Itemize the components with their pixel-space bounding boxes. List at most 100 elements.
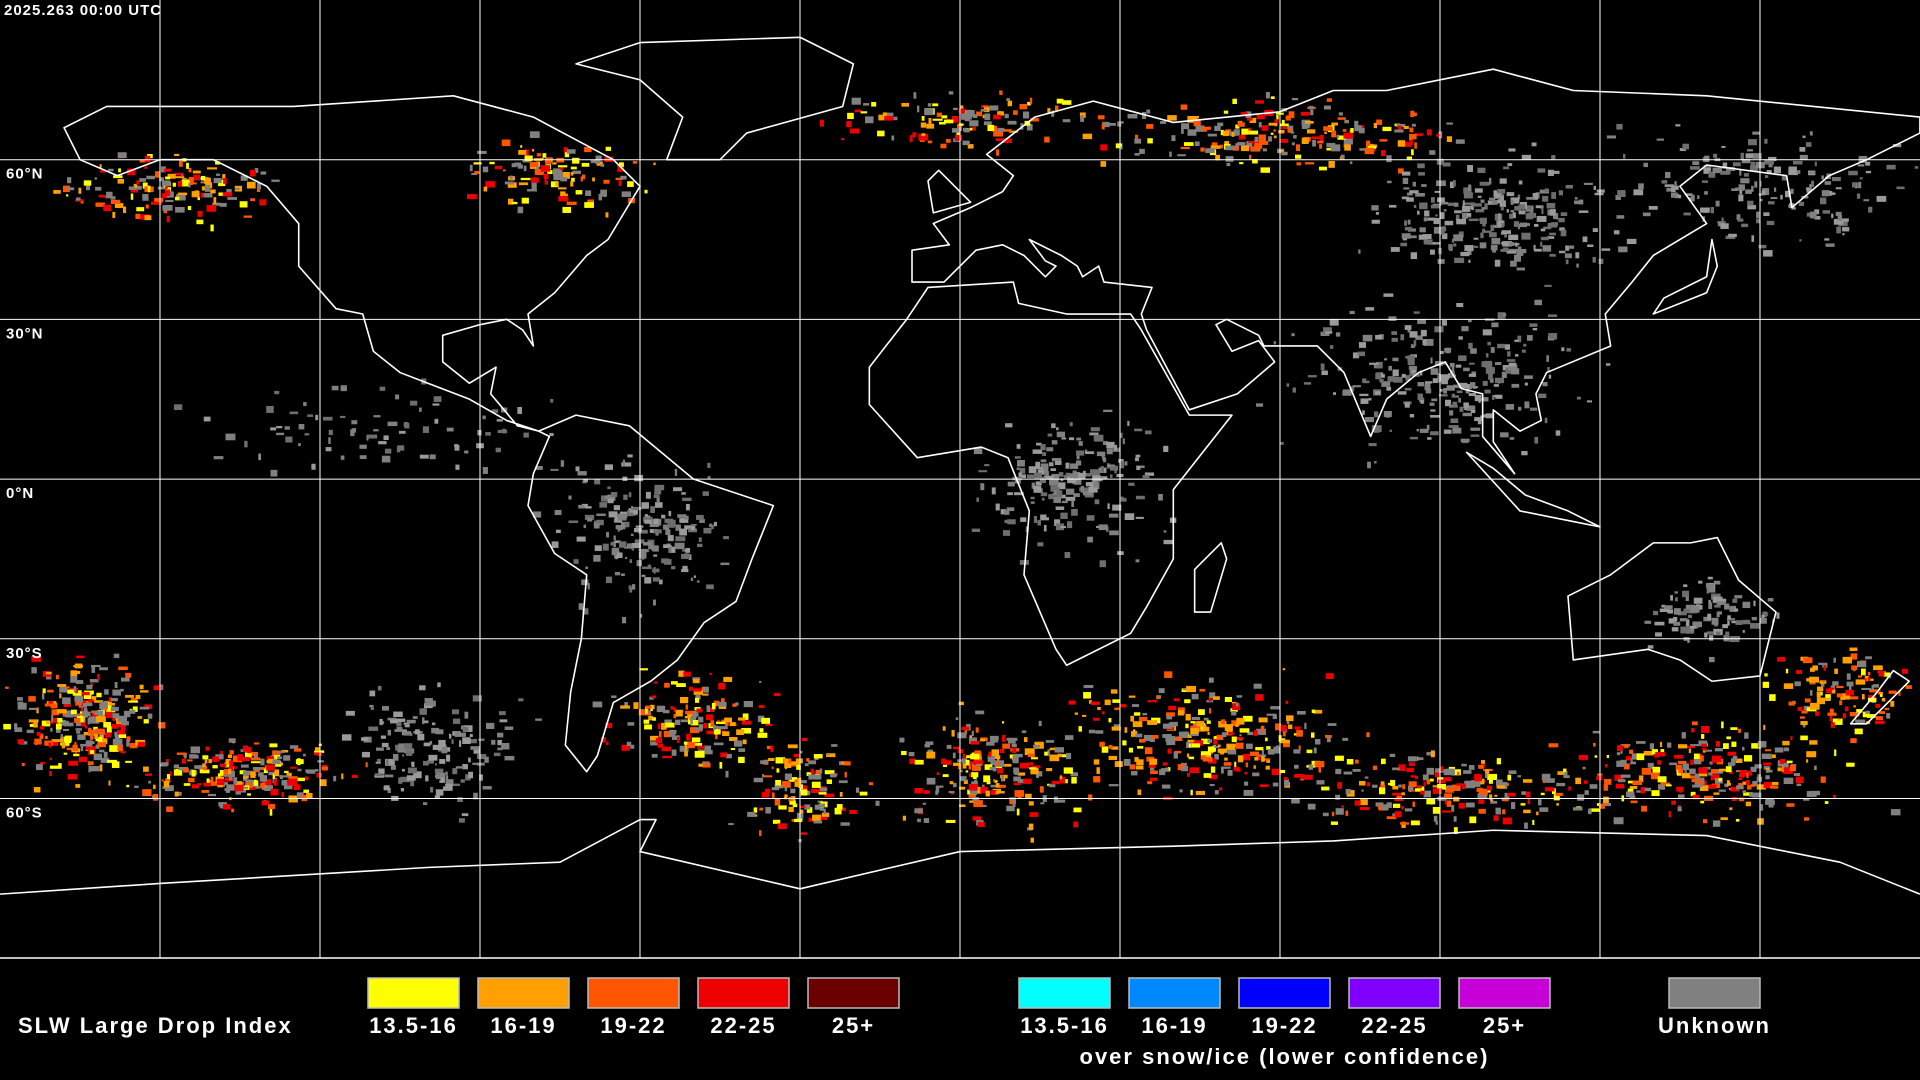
cloud-pixel — [1380, 784, 1385, 788]
cloud-pixel — [1689, 625, 1696, 629]
cloud-pixel — [212, 765, 218, 769]
cloud-pixel — [1111, 726, 1121, 731]
cloud-pixel — [1256, 115, 1265, 120]
cloud-pixel — [339, 415, 346, 418]
cloud-pixel — [789, 800, 796, 805]
cloud-pixel — [631, 542, 641, 549]
cloud-pixel — [1771, 754, 1776, 759]
cloud-pixel — [661, 558, 670, 564]
cloud-pixel — [1811, 180, 1815, 188]
cloud-pixel — [491, 409, 499, 414]
cloud-pixel — [1168, 705, 1177, 711]
cloud-pixel — [1727, 751, 1737, 756]
cloud-pixel — [1889, 674, 1892, 679]
cloud-pixel — [90, 766, 100, 772]
cloud-pixel — [1217, 122, 1224, 127]
cloud-pixel — [1388, 204, 1397, 208]
cloud-pixel — [1723, 743, 1729, 749]
cloud-pixel — [972, 765, 981, 772]
cloud-pixel — [962, 140, 970, 146]
cloud-pixel — [706, 584, 714, 590]
cloud-pixel — [1474, 394, 1482, 402]
cloud-pixel — [250, 761, 261, 764]
cloud-pixel — [679, 696, 689, 704]
cloud-pixel — [1343, 771, 1353, 775]
cloud-pixel — [760, 760, 769, 765]
cloud-pixel — [1144, 472, 1155, 476]
cloud-pixel — [1629, 795, 1636, 799]
cloud-pixel — [463, 727, 469, 732]
cloud-pixel — [935, 785, 944, 788]
cloud-pixel — [199, 769, 210, 774]
cloud-pixel — [1403, 125, 1409, 129]
cloud-pixel — [972, 126, 976, 131]
cloud-pixel — [484, 756, 489, 763]
cloud-pixel — [1119, 146, 1123, 150]
cloud-pixel — [1508, 362, 1517, 367]
cloud-pixel — [1109, 123, 1116, 126]
cloud-pixel — [509, 175, 513, 180]
cloud-pixel — [1266, 713, 1276, 716]
cloud-pixel — [788, 806, 794, 813]
cloud-pixel — [593, 523, 600, 529]
cloud-pixel — [1542, 245, 1552, 252]
cloud-pixel — [485, 181, 495, 188]
cloud-pixel — [1502, 247, 1509, 252]
cloud-pixel — [1021, 730, 1027, 734]
cloud-pixel — [108, 702, 116, 706]
cloud-pixel — [1060, 526, 1066, 529]
cloud-pixel — [1070, 463, 1079, 469]
cloud-pixel — [61, 742, 65, 749]
cloud-pixel — [1449, 410, 1454, 416]
cloud-pixel — [980, 483, 985, 491]
legend-swatch — [1128, 977, 1221, 1009]
cloud-pixel — [1446, 122, 1453, 125]
cloud-pixel — [191, 191, 200, 198]
cloud-pixel — [392, 753, 399, 761]
cloud-pixel — [914, 787, 923, 794]
cloud-pixel — [1463, 192, 1473, 199]
cloud-pixel — [1914, 166, 1919, 169]
cloud-pixel — [1463, 202, 1472, 205]
cloud-pixel — [1273, 129, 1276, 132]
legend-swatch — [1458, 977, 1551, 1009]
cloud-pixel — [1023, 737, 1028, 743]
cloud-pixel — [1518, 180, 1523, 185]
cloud-pixel — [670, 681, 678, 685]
cloud-pixel — [1736, 785, 1744, 790]
cloud-pixel — [1281, 126, 1291, 130]
cloud-pixel — [1494, 377, 1505, 384]
cloud-pixel — [961, 726, 970, 731]
cloud-pixel — [652, 717, 656, 721]
cloud-pixel — [197, 783, 202, 786]
cloud-pixel — [1146, 123, 1154, 129]
cloud-pixel — [1764, 749, 1771, 752]
cloud-pixel — [1890, 809, 1901, 816]
cloud-pixel — [696, 580, 700, 583]
cloud-pixel — [1888, 690, 1897, 694]
cloud-pixel — [687, 741, 695, 749]
cloud-pixel — [167, 173, 176, 179]
cloud-pixel — [1245, 762, 1248, 768]
cloud-pixel — [1661, 180, 1668, 184]
cloud-pixel — [1667, 742, 1672, 748]
cloud-pixel — [958, 123, 964, 126]
cloud-pixel — [95, 186, 102, 191]
cloud-pixel — [747, 811, 756, 817]
cloud-pixel — [759, 680, 762, 683]
cloud-pixel — [570, 166, 577, 170]
cloud-pixel — [606, 532, 610, 538]
cloud-pixel — [585, 190, 592, 197]
cloud-pixel — [1231, 131, 1235, 137]
cloud-pixel — [708, 707, 714, 713]
cloud-pixel — [1469, 362, 1475, 365]
cloud-pixel — [1068, 437, 1075, 441]
cloud-pixel — [823, 808, 826, 815]
cloud-pixel — [191, 784, 200, 789]
cloud-pixel — [1582, 236, 1588, 243]
cloud-pixel — [729, 722, 736, 727]
cloud-pixel — [1057, 487, 1060, 492]
cloud-pixel — [1636, 741, 1646, 744]
cloud-pixel — [1702, 819, 1708, 824]
cloud-pixel — [1749, 165, 1759, 172]
